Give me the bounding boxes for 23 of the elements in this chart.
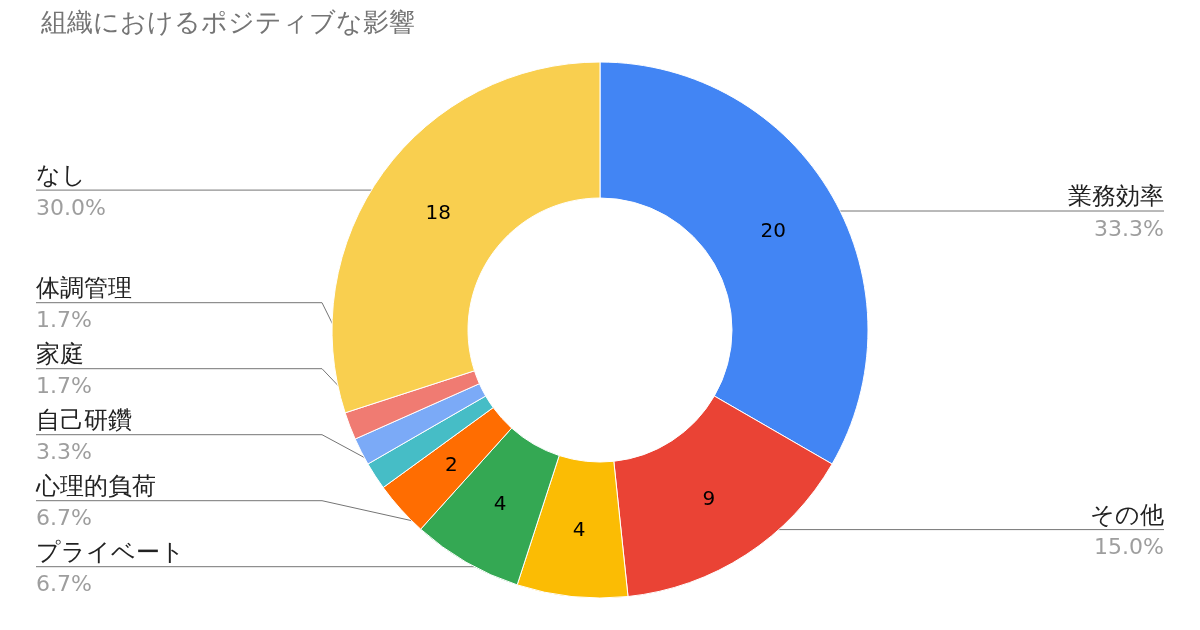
- slice-label: 体調管理: [36, 273, 132, 302]
- text: 6.7%: [36, 505, 92, 531]
- slice-label: 家庭: [36, 339, 84, 368]
- text: 6.7%: [36, 571, 92, 597]
- chart-title: 組織におけるポジティブな影響: [40, 7, 415, 37]
- slice-label: 自己研鑽: [36, 405, 132, 434]
- text: 15.0%: [1094, 534, 1164, 560]
- data-label: 9: [702, 485, 716, 510]
- data-label: 4: [572, 516, 586, 541]
- text: 1.7%: [36, 373, 92, 399]
- data-label: 2: [445, 451, 458, 476]
- slice-label: なし: [36, 161, 86, 190]
- text: 3.3%: [36, 439, 92, 465]
- data-label: 4: [493, 491, 507, 516]
- slice-label: 心理的負荷: [35, 471, 156, 500]
- text: 1.7%: [36, 307, 92, 333]
- data-label: 18: [425, 200, 451, 225]
- slice-label: 業務効率: [1068, 182, 1164, 210]
- text: 30.0%: [36, 194, 106, 220]
- slice-label: プライベート: [36, 537, 185, 566]
- text: 33.3%: [1094, 215, 1164, 241]
- data-label: 20: [760, 218, 786, 242]
- slice-label: その他: [1090, 500, 1164, 529]
